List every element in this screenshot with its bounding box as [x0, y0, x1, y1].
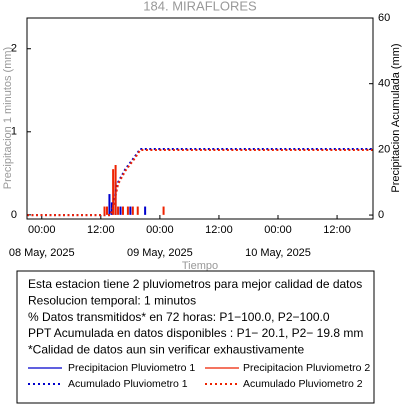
- precip-bar: [144, 206, 147, 215]
- x-tick-label: 12:00: [205, 224, 233, 236]
- x-axis-label: Tiempo: [182, 260, 218, 272]
- y2-tick-label: 20: [378, 143, 390, 155]
- x-date-label: 08 May, 2025: [9, 247, 75, 259]
- y-tick-label: 1: [11, 126, 17, 138]
- precip-bar: [131, 206, 134, 215]
- info-text: Resolucion temporal: 1 minutos: [28, 293, 196, 307]
- precip-bar: [129, 206, 132, 215]
- precip-bar: [136, 206, 139, 215]
- info-text: *Calidad de datos aun sin verificar exha…: [28, 342, 304, 356]
- precip-bar: [119, 206, 122, 215]
- x-tick-label: 00:00: [264, 224, 292, 236]
- precip-bar: [126, 206, 129, 215]
- y2-tick-label: 0: [378, 209, 384, 221]
- info-box: [16, 270, 375, 404]
- y2-tick-label: 40: [378, 78, 390, 90]
- x-tick-label: 12:00: [87, 224, 115, 236]
- info-text: % Datos transmitidos* en 72 horas: P1−10…: [28, 310, 330, 324]
- legend-label: Precipitacion Pluviometro 2: [243, 362, 370, 374]
- precip-bar: [162, 206, 165, 215]
- accum-line: [27, 149, 373, 217]
- legend-label: Precipitacion Pluviometro 1: [68, 362, 195, 374]
- precip-bar: [105, 206, 108, 215]
- legend-label: Acumulado Pluviometro 2: [243, 378, 363, 390]
- accum-line: [27, 148, 373, 217]
- precip-bar: [117, 206, 120, 215]
- precip-bar: [121, 206, 124, 215]
- y2-tick-label: 60: [378, 12, 390, 24]
- info-text: PPT Acumulada en datos disponibles : P1−…: [28, 326, 363, 340]
- x-tick-label: 00:00: [146, 224, 174, 236]
- plot-frame: [26, 17, 374, 220]
- chart-title: 184. MIRAFLORES: [143, 0, 257, 13]
- precip-bar: [112, 169, 115, 215]
- precip-bar: [103, 206, 106, 215]
- y-tick-label: 0: [11, 209, 17, 221]
- x-tick-label: 00:00: [28, 224, 56, 236]
- y-axis-label: Precipitacion 1 minutos (mm): [2, 47, 14, 189]
- x-date-label: 10 May, 2025: [245, 247, 311, 259]
- x-date-label: 09 May, 2025: [127, 247, 193, 259]
- x-tick-label: 12:00: [323, 224, 351, 236]
- precip-bar: [108, 194, 111, 215]
- y-tick-label: 2: [11, 43, 17, 55]
- y2-axis-label: Precipitacion Acumulada (mm): [390, 43, 402, 192]
- legend-label: Acumulado Pluviometro 1: [68, 378, 188, 390]
- info-text: Esta estacion tiene 2 pluviometros para …: [28, 277, 362, 291]
